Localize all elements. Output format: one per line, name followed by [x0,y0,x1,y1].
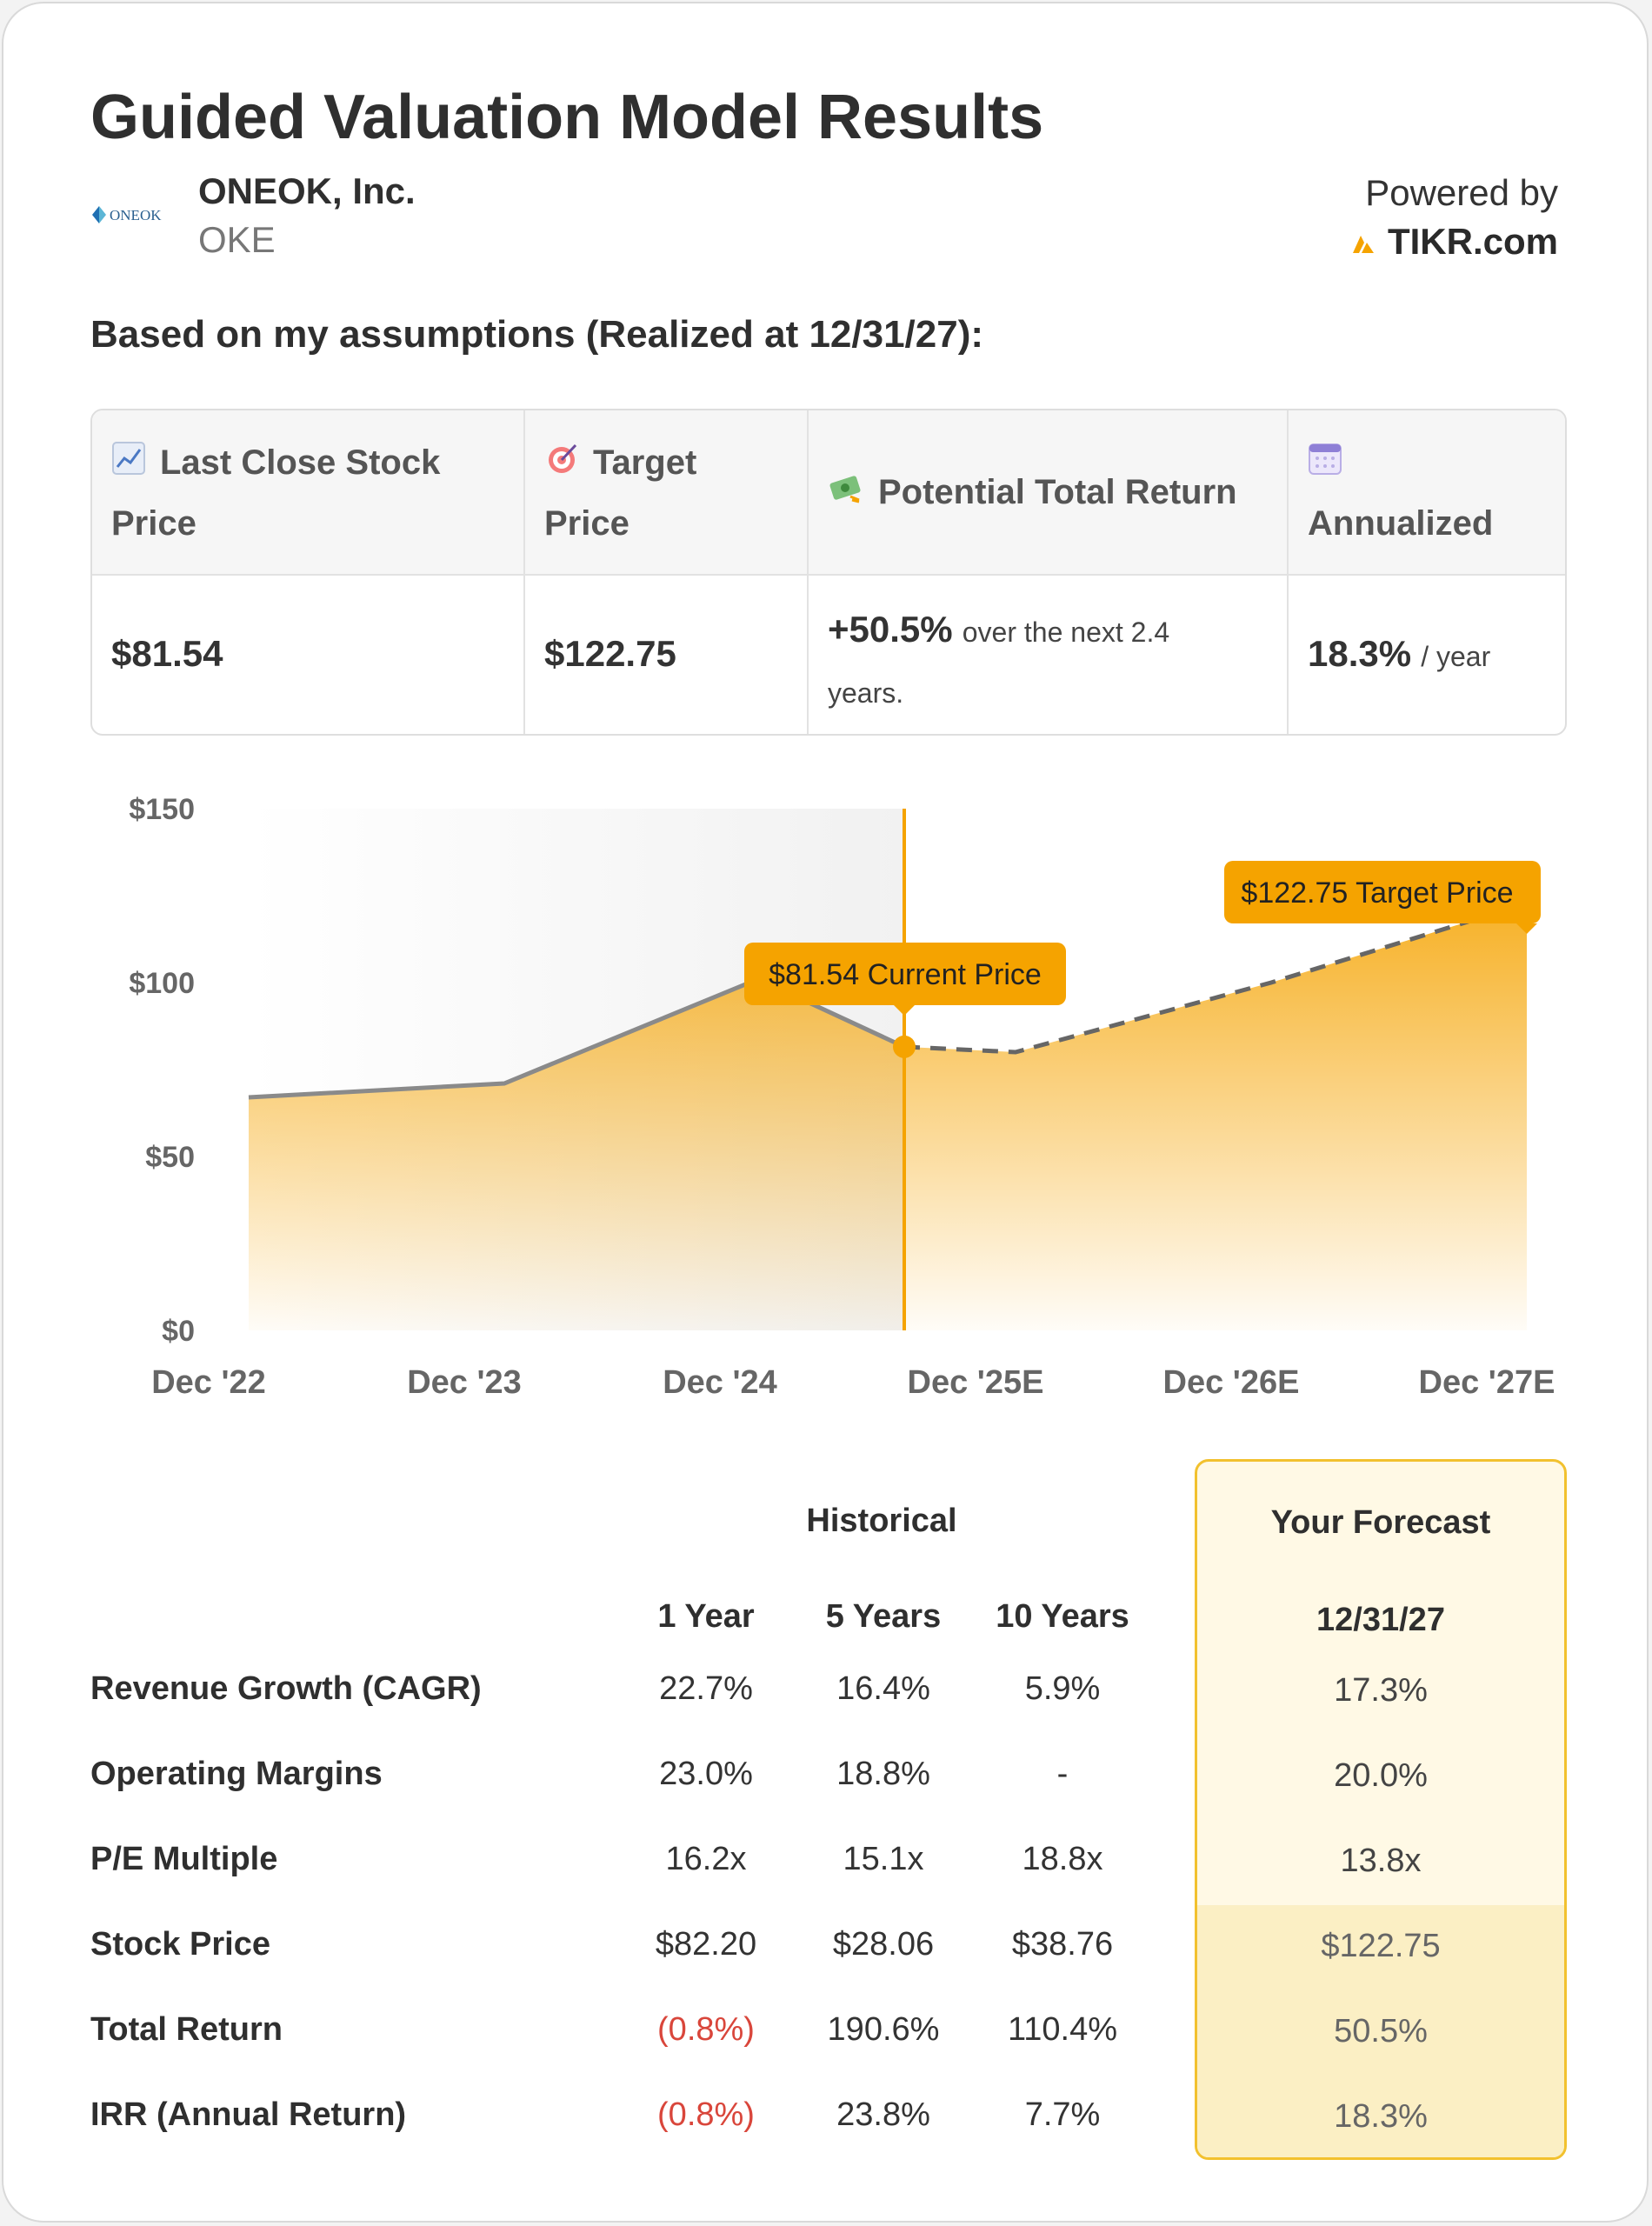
summary-col-last-close [92,410,525,734]
metric-10y: 110.4% [1007,2011,1118,2048]
summary-col-target [525,410,809,734]
target-price-callout [1224,861,1541,923]
tikr-brand-text: TIKR.com [1387,221,1558,262]
current-price-point [893,1035,916,1058]
price-area [249,903,1527,1330]
col-forecast-date: 12/31/27 [1316,1602,1445,1638]
metric-label: Revenue Growth (CAGR) [90,1670,482,1707]
metric-5y: 23.8% [836,2096,930,2133]
metric-10y: 18.8x [1022,1841,1103,1877]
company-ticker: OKE [198,219,276,260]
metric-1y: (0.8%) [657,2096,755,2133]
last-close-value: $81.54 [111,633,223,674]
y-tick-label: $100 [129,967,195,1000]
col-5-years: 5 Years [825,1598,942,1635]
calendar-icon [1308,435,1342,494]
historical-heading: Historical [806,1503,957,1539]
x-tick-label: Dec '25E [908,1364,1044,1401]
chart-up-icon [111,435,146,494]
money-icon [828,464,864,523]
forecast-panel [1195,1459,1567,2160]
metric-1y: 16.2x [665,1841,747,1877]
header-total-return: Potential Total Return [828,463,1237,523]
metric-10y: 5.9% [1024,1670,1101,1707]
metric-1y: (0.8%) [657,2011,755,2048]
metric-label: Total Return [90,2011,283,2048]
summary-col-total-return [809,410,1289,734]
metric-5y: 190.6% [827,2011,940,2048]
metric-forecast: 50.5% [1334,2013,1428,2049]
x-tick-label: Dec '22 [151,1364,266,1401]
target-price-label: $122.75 Target Price [1241,876,1513,910]
metric-forecast: 17.3% [1334,1672,1428,1709]
oneok-logo: ONEOK [90,202,177,228]
metric-1y: 23.0% [659,1756,753,1792]
metric-10y: - [1056,1756,1069,1792]
powered-by-label: Powered by [1365,172,1558,213]
metric-5y: 15.1x [843,1841,924,1877]
logo-text: ONEOK [110,207,162,223]
annualized-value: 18.3% / year [1308,633,1491,674]
y-tick-label: $50 [145,1141,195,1174]
summary-header-row [92,410,1565,576]
current-price-label: $81.54 Current Price [769,958,1042,991]
tikr-brand[interactable]: TIKR.com [1349,221,1558,263]
tikr-logo-icon [1352,236,1374,253]
historical-line [248,976,906,1100]
metric-5y: 16.4% [836,1670,930,1707]
metric-label: P/E Multiple [90,1841,278,1877]
x-tick-label: Dec '26E [1163,1364,1300,1401]
metric-forecast: 18.3% [1334,2098,1428,2135]
header-last-close: Last Close Stock Price [111,433,440,553]
metric-label: Operating Margins [90,1756,383,1792]
y-tick-label: $0 [162,1315,195,1348]
header-target: Target Price [544,433,696,553]
x-tick-label: Dec '27E [1419,1364,1555,1401]
metric-1y: $82.20 [655,1926,757,1963]
x-tick-label: Dec '23 [407,1364,522,1401]
header-annualized: Annualized [1308,433,1493,553]
forecast-heading: Your Forecast [1270,1504,1491,1541]
forecast-line [903,901,1528,1055]
price-chart: $0 $50 $100 $150 Dec '22 Dec '23 Dec '24 Dec '2… [129,793,1555,1401]
metric-1y: 22.7% [659,1670,753,1707]
assumptions-heading: Based on my assumptions (Realized at 12/… [90,313,984,356]
summary-table: Last Close Stock Price Target Price Potent… [90,409,1567,736]
total-return-value: +50.5% over the next 2.4 years. [828,609,1170,709]
metric-label: Stock Price [90,1926,270,1963]
page-title: Guided Valuation Model Results [90,83,1044,152]
metric-forecast: 20.0% [1334,1757,1428,1794]
company-name: ONEOK, Inc. [198,170,416,211]
target-price-callout-pointer [1516,923,1537,934]
metric-10y: 7.7% [1024,2096,1101,2133]
target-price-value: $122.75 [544,633,676,674]
x-tick-label: Dec '24 [663,1364,777,1401]
col-10-years: 10 Years [996,1598,1129,1635]
metric-forecast: $122.75 [1321,1928,1441,1964]
metric-5y: $28.06 [832,1926,935,1963]
metric-forecast: 13.8x [1340,1843,1422,1879]
y-tick-label: $150 [129,793,195,826]
metric-5y: 18.8% [836,1756,930,1792]
forecast-panel-highlight [1197,1905,1564,2157]
metric-10y: $38.76 [1011,1926,1114,1963]
col-1-year: 1 Year [657,1598,755,1635]
current-price-callout-pointer [894,1005,915,1016]
target-icon [544,435,579,494]
current-price-callout [744,943,1066,1005]
metric-label: IRR (Annual Return) [90,2096,407,2133]
